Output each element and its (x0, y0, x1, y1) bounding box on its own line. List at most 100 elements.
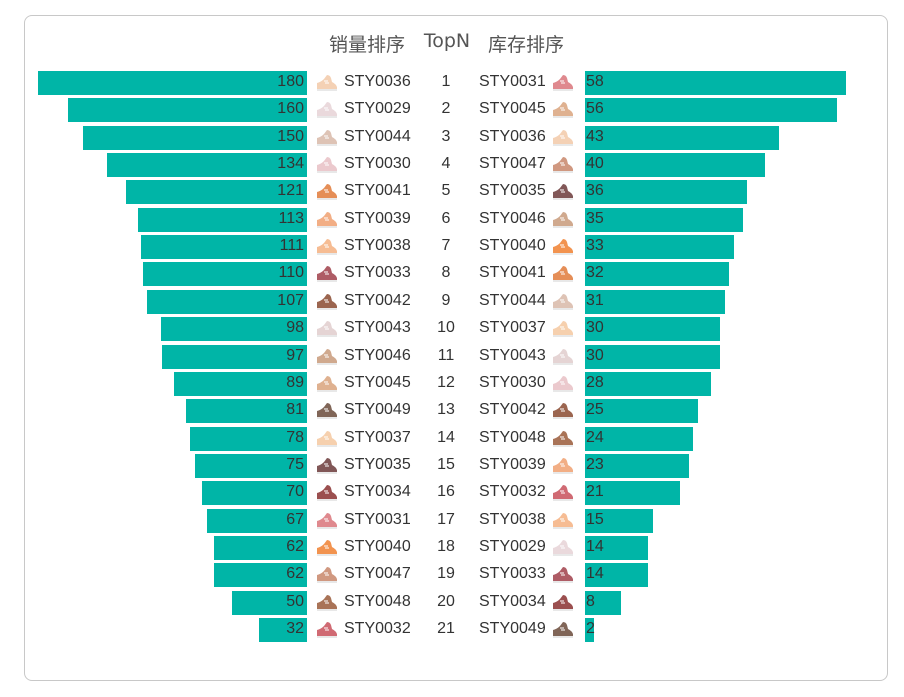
sales-sku-label[interactable]: STY0042 (344, 291, 411, 309)
inventory-bar[interactable] (585, 317, 720, 342)
sales-sku-label[interactable]: STY0038 (344, 237, 411, 255)
inventory-bar[interactable] (585, 344, 720, 369)
inventory-bar[interactable] (585, 481, 680, 506)
sales-bar[interactable] (67, 98, 307, 123)
inventory-sku-label[interactable]: STY0048 (479, 428, 546, 446)
sales-bar[interactable] (142, 262, 307, 287)
inventory-sku-label[interactable]: STY0029 (479, 537, 546, 555)
sales-sku-label[interactable]: STY0049 (344, 401, 411, 419)
inventory-sku-label[interactable]: STY0033 (479, 565, 546, 583)
inventory-sku-label[interactable]: STY0045 (479, 100, 546, 118)
inventory-sku-label[interactable]: STY0047 (479, 155, 546, 173)
sales-sku-label[interactable]: STY0030 (344, 155, 411, 173)
inventory-bar[interactable] (585, 453, 689, 478)
inventory-bar[interactable] (585, 71, 846, 95)
inventory-bar[interactable] (585, 180, 747, 205)
inventory-value-label: 58 (586, 73, 604, 90)
sales-bar[interactable] (147, 289, 307, 314)
sales-bar[interactable] (126, 180, 307, 205)
inventory-bar[interactable] (585, 371, 711, 396)
sales-sku-label[interactable]: STY0047 (344, 565, 411, 583)
sales-bar[interactable] (214, 535, 307, 560)
sales-sku-label[interactable]: STY0043 (344, 319, 411, 337)
sales-sku-label[interactable]: STY0031 (344, 510, 411, 528)
inventory-bar[interactable] (585, 153, 765, 178)
inventory-bar[interactable] (585, 98, 837, 123)
sales-sku-label[interactable]: STY0044 (344, 127, 411, 145)
sneaker-thumbnail-icon (551, 73, 575, 93)
inventory-sku-label[interactable]: STY0042 (479, 401, 546, 419)
sales-bar[interactable] (194, 453, 307, 478)
rank-label: 9 (441, 291, 451, 309)
inventory-bar[interactable] (585, 508, 653, 533)
sales-bar[interactable] (202, 481, 307, 506)
sales-bar[interactable] (206, 508, 307, 533)
sales-bar[interactable] (173, 371, 307, 396)
inventory-bar[interactable] (585, 618, 594, 642)
inventory-sku-label[interactable]: STY0041 (479, 264, 546, 282)
sneaker-thumbnail-icon (315, 456, 339, 476)
sales-bar[interactable] (82, 125, 307, 150)
inventory-value-label: 24 (586, 428, 604, 446)
inventory-value-label: 43 (586, 127, 604, 145)
divider (307, 507, 309, 535)
sneaker-thumbnail-icon (315, 128, 339, 148)
sales-bar[interactable] (214, 563, 307, 588)
inventory-sku-label[interactable]: STY0037 (479, 319, 546, 337)
sales-bar[interactable] (106, 153, 307, 178)
sales-sku-label[interactable]: STY0039 (344, 209, 411, 227)
sales-sku-label[interactable]: STY0048 (344, 592, 411, 610)
inventory-sku-label[interactable]: STY0044 (479, 291, 546, 309)
sales-bar[interactable] (141, 235, 307, 260)
inventory-bar[interactable] (585, 289, 725, 314)
inventory-sku-label[interactable]: STY0036 (479, 127, 546, 145)
inventory-sku-label[interactable]: STY0049 (479, 620, 546, 637)
sales-bar[interactable] (162, 344, 307, 369)
inventory-sku-label[interactable]: STY0040 (479, 237, 546, 255)
sales-sku-label[interactable]: STY0037 (344, 428, 411, 446)
sales-sku-label[interactable]: STY0032 (344, 620, 411, 637)
sales-sku-label[interactable]: STY0036 (344, 73, 411, 90)
inventory-sku-label[interactable]: STY0032 (479, 483, 546, 501)
divider (307, 398, 309, 426)
sales-bar[interactable] (232, 590, 307, 615)
topn-title[interactable]: TopN (423, 30, 471, 52)
sales-bar[interactable] (190, 426, 307, 451)
inventory-bar[interactable] (585, 399, 698, 424)
inventory-ranking-title[interactable]: 库存排序 (488, 34, 565, 56)
inventory-sku-label[interactable]: STY0035 (479, 182, 546, 200)
inventory-bar[interactable] (585, 426, 693, 451)
sales-ranking-title[interactable]: 销量排序 (328, 34, 405, 56)
inventory-bar[interactable] (585, 125, 779, 150)
sales-sku-label[interactable]: STY0033 (344, 264, 411, 282)
inventory-sku-label[interactable]: STY0038 (479, 510, 546, 528)
inventory-bar[interactable] (585, 590, 621, 615)
sales-sku-label[interactable]: STY0029 (344, 100, 411, 118)
sales-sku-label[interactable]: STY0045 (344, 373, 411, 391)
sneaker-thumbnail-icon (315, 347, 339, 367)
inventory-sku-label[interactable]: STY0043 (479, 346, 546, 364)
sales-sku-label[interactable]: STY0046 (344, 346, 411, 364)
sales-sku-label[interactable]: STY0035 (344, 455, 411, 473)
sales-value-label: 70 (286, 483, 304, 501)
inventory-sku-label[interactable]: STY0039 (479, 455, 546, 473)
inventory-bar[interactable] (585, 563, 648, 588)
sales-sku-label[interactable]: STY0034 (344, 483, 411, 501)
inventory-sku-label[interactable]: STY0031 (479, 73, 546, 90)
inventory-sku-label[interactable]: STY0046 (479, 209, 546, 227)
sales-bar[interactable] (259, 618, 307, 642)
sales-bar[interactable] (185, 399, 307, 424)
sales-bar[interactable] (138, 207, 307, 232)
divider (583, 534, 585, 562)
sales-sku-label[interactable]: STY0040 (344, 537, 411, 555)
inventory-sku-label[interactable]: STY0034 (479, 592, 546, 610)
sales-bar[interactable] (160, 317, 307, 342)
sales-bar[interactable] (38, 71, 307, 95)
inventory-bar[interactable] (585, 235, 734, 260)
inventory-bar[interactable] (585, 207, 743, 232)
inventory-bar[interactable] (585, 535, 648, 560)
rank-label: 5 (441, 182, 451, 200)
inventory-bar[interactable] (585, 262, 729, 287)
sales-sku-label[interactable]: STY0041 (344, 182, 411, 200)
inventory-sku-label[interactable]: STY0030 (479, 373, 546, 391)
